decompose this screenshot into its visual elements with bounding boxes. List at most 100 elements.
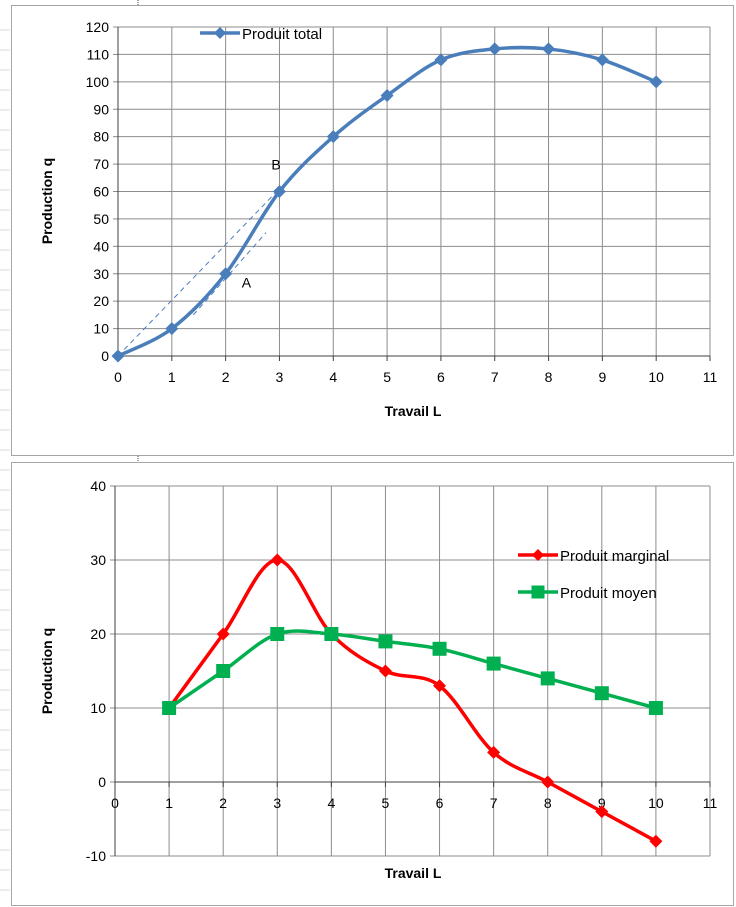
- data-point-marker: [540, 671, 555, 686]
- chart-series: [162, 553, 663, 848]
- y-tick-label: 80: [93, 129, 109, 145]
- data-point-marker: [649, 834, 663, 848]
- tangent-dashed-line: [117, 191, 278, 357]
- series-line-produit-moyen: [168, 629, 657, 710]
- x-tick-labels: 0 1 2 3 4 5 6 7 8 9 10 11: [111, 795, 717, 811]
- legend-label: Produit marginal: [560, 548, 669, 565]
- x-tick-label: 5: [383, 369, 391, 385]
- y-tick-label: 0: [101, 348, 109, 364]
- data-point-marker: [486, 656, 501, 671]
- point-label: B: [271, 157, 280, 173]
- point-label: A: [242, 274, 252, 290]
- spreadsheet-gridlines: [0, 0, 139, 891]
- data-point-marker: [165, 322, 179, 336]
- data-point-marker: [270, 553, 284, 567]
- x-tick-label: 7: [491, 369, 499, 385]
- data-point-marker: [594, 686, 609, 701]
- chart-series: [111, 42, 663, 363]
- data-point-marker: [380, 89, 394, 103]
- data-point-marker: [216, 664, 231, 678]
- data-point-marker: [531, 585, 545, 599]
- data-point-marker: [595, 805, 609, 819]
- y-tick-label: 100: [86, 74, 110, 90]
- x-tick-label: 1: [165, 795, 173, 811]
- x-tick-label: 3: [273, 795, 281, 811]
- legend-label: Produit moyen: [560, 585, 657, 602]
- y-tick-label: 40: [90, 478, 106, 494]
- data-point-marker: [270, 627, 285, 641]
- chart-produit-total[interactable]: 0 10 20 30 40 50 60 70 80 90 100 110 120 0 1 2 3 4 5 6 7 8 9 1…: [11, 5, 734, 456]
- x-tick-label: 0: [114, 369, 122, 385]
- y-tick-label: 10: [93, 321, 109, 337]
- x-tick-label: 1: [168, 369, 176, 385]
- y-tick-label: 110: [87, 46, 110, 62]
- y-tick-label: 60: [93, 184, 109, 200]
- x-tick-label: 4: [327, 795, 335, 811]
- x-tick-label: 10: [648, 369, 664, 385]
- data-point-marker: [219, 267, 233, 281]
- y-tick-labels: 0 10 20 30 40 50 60 70 80 90 100 110 120: [86, 19, 110, 364]
- x-tick-label: 5: [382, 795, 390, 811]
- y-tick-label: 20: [93, 293, 109, 309]
- series-line-produit-total: [117, 45, 657, 358]
- x-tick-label: 10: [648, 795, 664, 811]
- x-tick-label: 2: [222, 369, 230, 385]
- x-tick-label: 11: [703, 795, 718, 811]
- y-tick-label: -10: [86, 848, 106, 864]
- x-tick-label: 9: [598, 369, 606, 385]
- legend-label: Produit total: [242, 26, 322, 43]
- data-point-marker: [214, 27, 226, 39]
- x-tick-label: 9: [598, 795, 606, 811]
- x-tick-label: 0: [111, 795, 119, 811]
- x-axis-label: Travail L: [385, 865, 442, 881]
- chart-frame: [11, 462, 734, 906]
- y-tick-label: 20: [90, 626, 106, 642]
- data-point-marker: [595, 53, 609, 67]
- data-point-marker: [326, 130, 340, 144]
- x-tick-label: 4: [329, 369, 337, 385]
- chart-frame: [11, 5, 734, 456]
- x-tick-label: 6: [436, 795, 444, 811]
- chart-gridlines: [110, 485, 711, 857]
- data-point-marker: [378, 664, 392, 678]
- data-point-marker: [272, 185, 286, 198]
- x-tick-label: 8: [544, 795, 552, 811]
- chart-legend: Produit marginal Produit moyen: [518, 548, 669, 602]
- x-tick-label: 8: [545, 369, 553, 385]
- y-tick-label: 40: [93, 238, 109, 254]
- chart-legend: Produit total: [200, 26, 322, 43]
- y-tick-label: 30: [93, 266, 109, 282]
- y-tick-label: 0: [98, 774, 106, 790]
- data-point-marker: [433, 679, 447, 693]
- x-axis-label: Travail L: [385, 403, 442, 419]
- data-point-marker: [541, 775, 555, 789]
- x-tick-label: 2: [219, 795, 227, 811]
- y-tick-label: 10: [90, 700, 106, 716]
- y-tick-label: 30: [90, 552, 106, 568]
- data-point-marker: [216, 627, 230, 641]
- data-point-marker: [162, 701, 177, 715]
- chart-produit-marginal-moyen[interactable]: -10 0 10 20 30 40 0 1 2 3 4 5 6 7 8 9 10 11 Produit marg…: [11, 462, 734, 906]
- chart-annotations: AB: [242, 157, 281, 291]
- data-point-marker: [111, 349, 125, 363]
- y-axis-label: Production q: [39, 628, 55, 714]
- y-tick-labels: -10 0 10 20 30 40: [86, 478, 106, 864]
- data-point-marker: [487, 745, 501, 759]
- y-tick-label: 70: [93, 156, 109, 172]
- data-point-marker: [649, 75, 663, 89]
- y-tick-label: 90: [93, 101, 109, 117]
- y-tick-label: 120: [86, 19, 110, 35]
- data-point-marker: [532, 549, 544, 561]
- x-tick-labels: 0 1 2 3 4 5 6 7 8 9 10 11: [114, 369, 717, 385]
- data-point-marker: [542, 42, 556, 56]
- x-tick-label: 11: [703, 369, 718, 385]
- x-tick-label: 6: [437, 369, 445, 385]
- x-tick-label: 7: [490, 795, 498, 811]
- data-point-marker: [324, 627, 339, 641]
- data-point-marker: [434, 53, 448, 67]
- y-axis-label: Production q: [39, 158, 55, 244]
- data-point-marker: [648, 701, 663, 715]
- data-point-marker: [378, 634, 393, 649]
- data-point-marker: [432, 641, 447, 656]
